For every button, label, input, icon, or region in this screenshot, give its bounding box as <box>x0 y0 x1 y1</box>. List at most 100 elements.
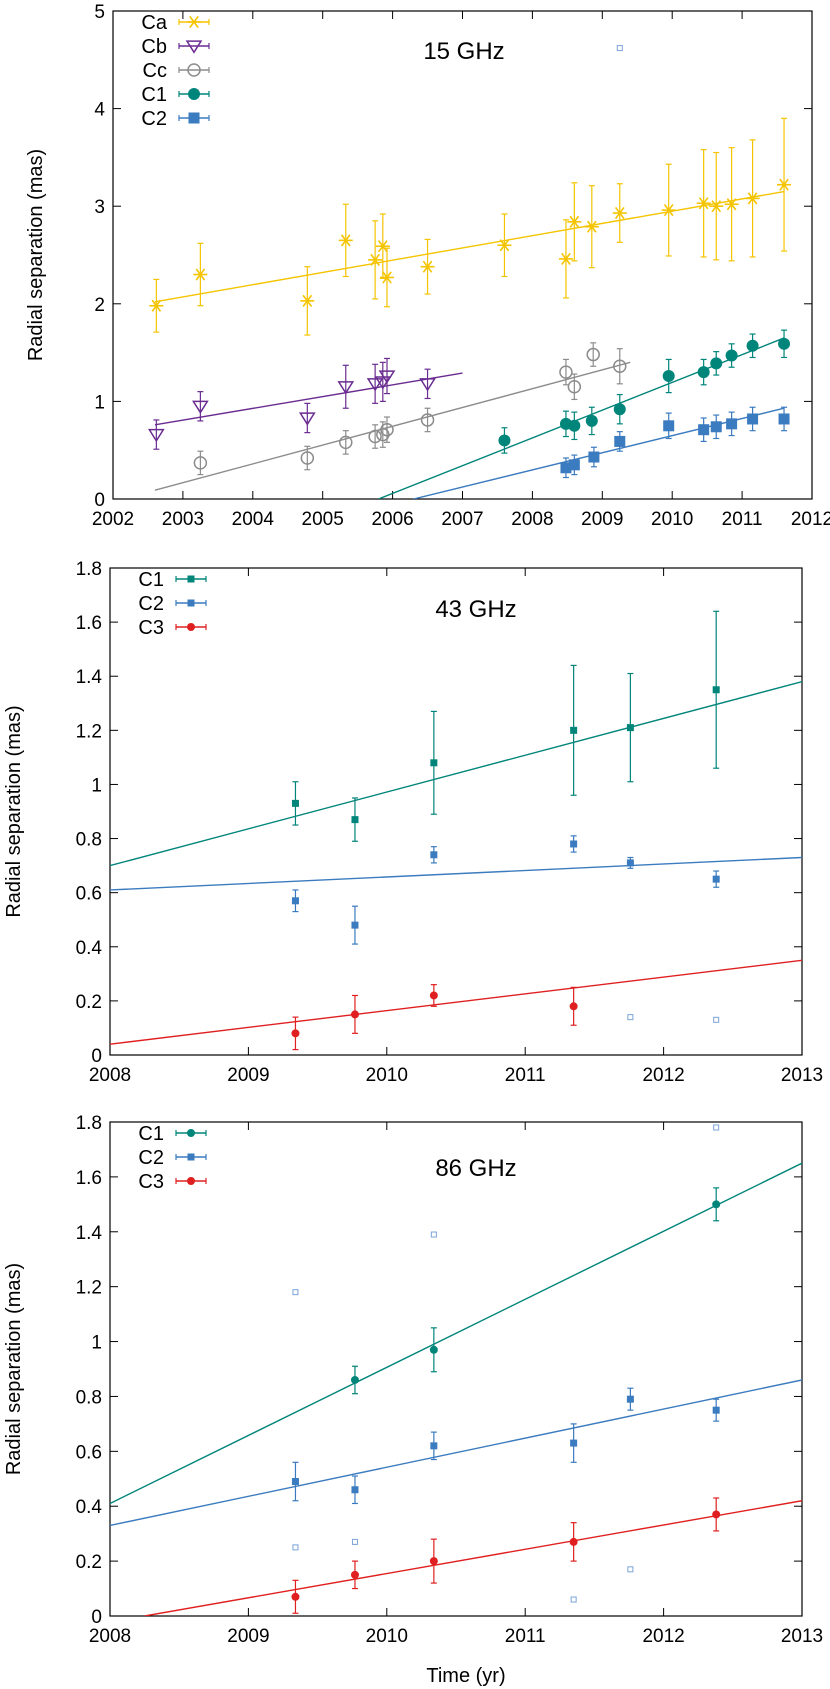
data-point-ca <box>724 198 739 211</box>
data-point-c2 <box>712 1406 720 1414</box>
data-point-cc <box>339 435 353 450</box>
data-point-c2 <box>626 859 634 867</box>
data-point-c2 <box>430 1442 438 1450</box>
data-point-c1 <box>662 370 675 383</box>
data-point-c1 <box>725 349 738 362</box>
panel-annotation: 43 GHz <box>435 596 516 623</box>
data-point-c2 <box>712 875 720 883</box>
fit-line-c3 <box>110 959 802 1045</box>
data-point-cb <box>192 400 209 414</box>
extra-point <box>616 45 623 52</box>
data-point-cc <box>193 456 208 470</box>
data-point-c2 <box>710 421 722 433</box>
data-point-c3 <box>291 1592 300 1601</box>
data-point-cc <box>559 365 573 379</box>
y-tick-label: 1.6 <box>76 1168 102 1189</box>
data-point-ca <box>567 215 582 228</box>
data-point-c2 <box>778 413 790 425</box>
data-point-c2 <box>614 435 626 447</box>
x-tick-label: 2010 <box>651 509 693 530</box>
data-point-cb <box>378 370 396 384</box>
data-point-ca <box>497 239 512 252</box>
data-point-cc <box>368 429 382 444</box>
data-point-cc <box>380 422 394 437</box>
data-point-c2 <box>570 840 578 848</box>
data-point-cc <box>567 380 582 394</box>
data-point-c1 <box>498 434 511 447</box>
fit-line-c2 <box>110 856 802 891</box>
fit-line-c2 <box>110 1379 802 1527</box>
y-tick-label: 1.8 <box>76 1113 102 1134</box>
extra-point <box>713 1016 720 1023</box>
data-point-cb <box>419 378 436 392</box>
legend-label-c2: C2 <box>141 108 167 130</box>
data-point-cc <box>613 359 627 374</box>
y-axis-label: Radial separation (mas) <box>3 1263 25 1475</box>
y-axis-label: Radial separation (mas) <box>25 149 47 361</box>
legend-marker-c2 <box>188 112 200 124</box>
data-point-c1 <box>710 357 723 370</box>
data-point-c3 <box>291 1029 300 1038</box>
y-tick-label: 0.6 <box>76 1442 102 1463</box>
data-point-ca <box>380 271 395 284</box>
data-point-c2 <box>626 1395 634 1403</box>
legend-label-c2: C2 <box>138 1147 164 1169</box>
extra-point <box>292 1544 299 1551</box>
data-point-c1 <box>613 403 626 416</box>
data-point-ca <box>149 299 164 312</box>
y-tick-label: 0.4 <box>76 938 103 959</box>
data-point-c3 <box>712 1510 721 1519</box>
x-tick-label: 2009 <box>227 1626 269 1647</box>
data-point-ca <box>193 268 208 281</box>
data-point-c2 <box>430 851 438 859</box>
data-point-c2 <box>560 462 572 474</box>
extra-point <box>627 1566 634 1573</box>
x-tick-label: 2003 <box>162 509 204 530</box>
y-tick-label: 0.8 <box>76 830 102 851</box>
data-point-ca <box>375 240 390 253</box>
legend-label-cb: Cb <box>141 36 167 58</box>
data-point-c1 <box>568 419 581 432</box>
legend-label-cc: Cc <box>143 60 167 82</box>
fit-line-c1 <box>110 1162 802 1505</box>
x-tick-label: 2010 <box>366 1065 408 1086</box>
data-point-c1 <box>626 724 634 732</box>
y-tick-label: 0.2 <box>76 1552 102 1573</box>
legend-marker-c1 <box>187 1129 195 1137</box>
data-point-c3 <box>569 1002 578 1011</box>
legend-label-c2: C2 <box>138 593 164 615</box>
y-tick-label: 1.4 <box>76 667 103 688</box>
y-tick-label: 0 <box>91 1046 102 1067</box>
x-tick-label: 2011 <box>722 509 763 530</box>
data-point-c1 <box>350 1375 359 1384</box>
x-tick-label: 2013 <box>781 1626 823 1647</box>
y-tick-label: 0.6 <box>76 884 102 905</box>
extra-point <box>570 1596 577 1603</box>
data-point-ca <box>709 200 724 213</box>
data-point-cb <box>337 381 355 395</box>
data-point-cc <box>586 347 600 362</box>
data-point-ca <box>584 220 599 233</box>
x-tick-label: 2008 <box>511 509 553 530</box>
x-tick-label: 2011 <box>505 1065 546 1086</box>
extra-point <box>351 1538 358 1545</box>
data-point-cc <box>300 451 315 465</box>
extra-point <box>627 1014 634 1021</box>
data-point-c1 <box>570 726 578 734</box>
panel-15ghz: 2002 2003 2004 2005 2006 2007 2008 2009 2010 2011… <box>25 2 830 530</box>
data-point-cb <box>298 412 316 426</box>
data-point-c2 <box>291 1478 299 1486</box>
x-axis-label: Time (yr) <box>426 1665 505 1687</box>
data-point-c1 <box>429 1345 438 1354</box>
data-point-c3 <box>350 1570 359 1579</box>
x-tick-label: 2006 <box>371 509 413 530</box>
data-point-c1 <box>712 686 720 694</box>
data-point-cb <box>366 378 384 392</box>
panel-43ghz: 2008 2009 2010 2011 2012 2013 0 0.2 0.4 0.6 0.8 1 1.… <box>3 559 823 1086</box>
data-point-ca <box>777 178 792 191</box>
legend-label-c3: C3 <box>138 1171 164 1193</box>
data-point-cc <box>376 427 390 442</box>
legend-label-ca: Ca <box>141 12 167 34</box>
x-tick-label: 2012 <box>642 1626 684 1647</box>
y-tick-label: 4 <box>94 100 105 121</box>
